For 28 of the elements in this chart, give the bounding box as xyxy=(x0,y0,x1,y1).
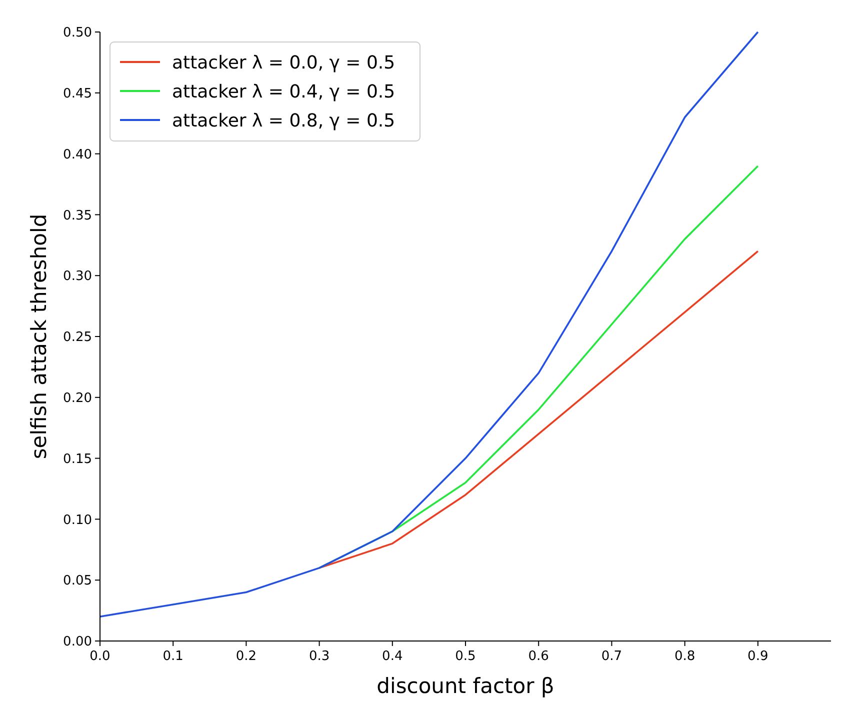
legend-label: attacker λ = 0.8, γ = 0.5 xyxy=(172,110,396,132)
y-tick-label: 0.20 xyxy=(63,390,92,406)
line-series xyxy=(99,31,759,618)
y-tick-label: 0.30 xyxy=(63,269,92,284)
y-tick-label: 0.15 xyxy=(63,452,92,467)
legend-label: attacker λ = 0.0, γ = 0.5 xyxy=(172,52,396,74)
x-tick-label: 0.2 xyxy=(236,649,257,664)
y-tick-label: 0.25 xyxy=(63,330,92,346)
y-tick-label: 0.40 xyxy=(63,147,92,162)
y-axis-title: selfish attack threshold xyxy=(27,214,51,460)
y-tick-label: 0.10 xyxy=(63,512,92,528)
x-tick-label: 0.6 xyxy=(528,649,549,664)
x-tick-label: 0.1 xyxy=(162,649,184,664)
y-tick-label: 0.05 xyxy=(63,574,92,589)
legend-label: attacker λ = 0.4, γ = 0.5 xyxy=(172,81,396,102)
y-tick-label: 0.00 xyxy=(63,634,92,650)
y-tick-label: 0.35 xyxy=(63,208,92,224)
x-tick-label: 0.7 xyxy=(601,649,622,664)
x-tick-label: 0.3 xyxy=(308,649,330,664)
y-tick-label: 0.45 xyxy=(63,86,92,102)
y-tick-label: 0.50 xyxy=(63,26,92,41)
x-tick-label: 0.9 xyxy=(748,649,768,664)
x-tick-label: 0.5 xyxy=(455,649,476,664)
x-tick-label: 0.0 xyxy=(90,649,110,664)
x-axis-title: discount factor β xyxy=(376,674,554,698)
x-tick-label: 0.4 xyxy=(382,649,403,664)
line-series xyxy=(318,250,759,569)
x-tick-label: 0.8 xyxy=(674,649,696,664)
